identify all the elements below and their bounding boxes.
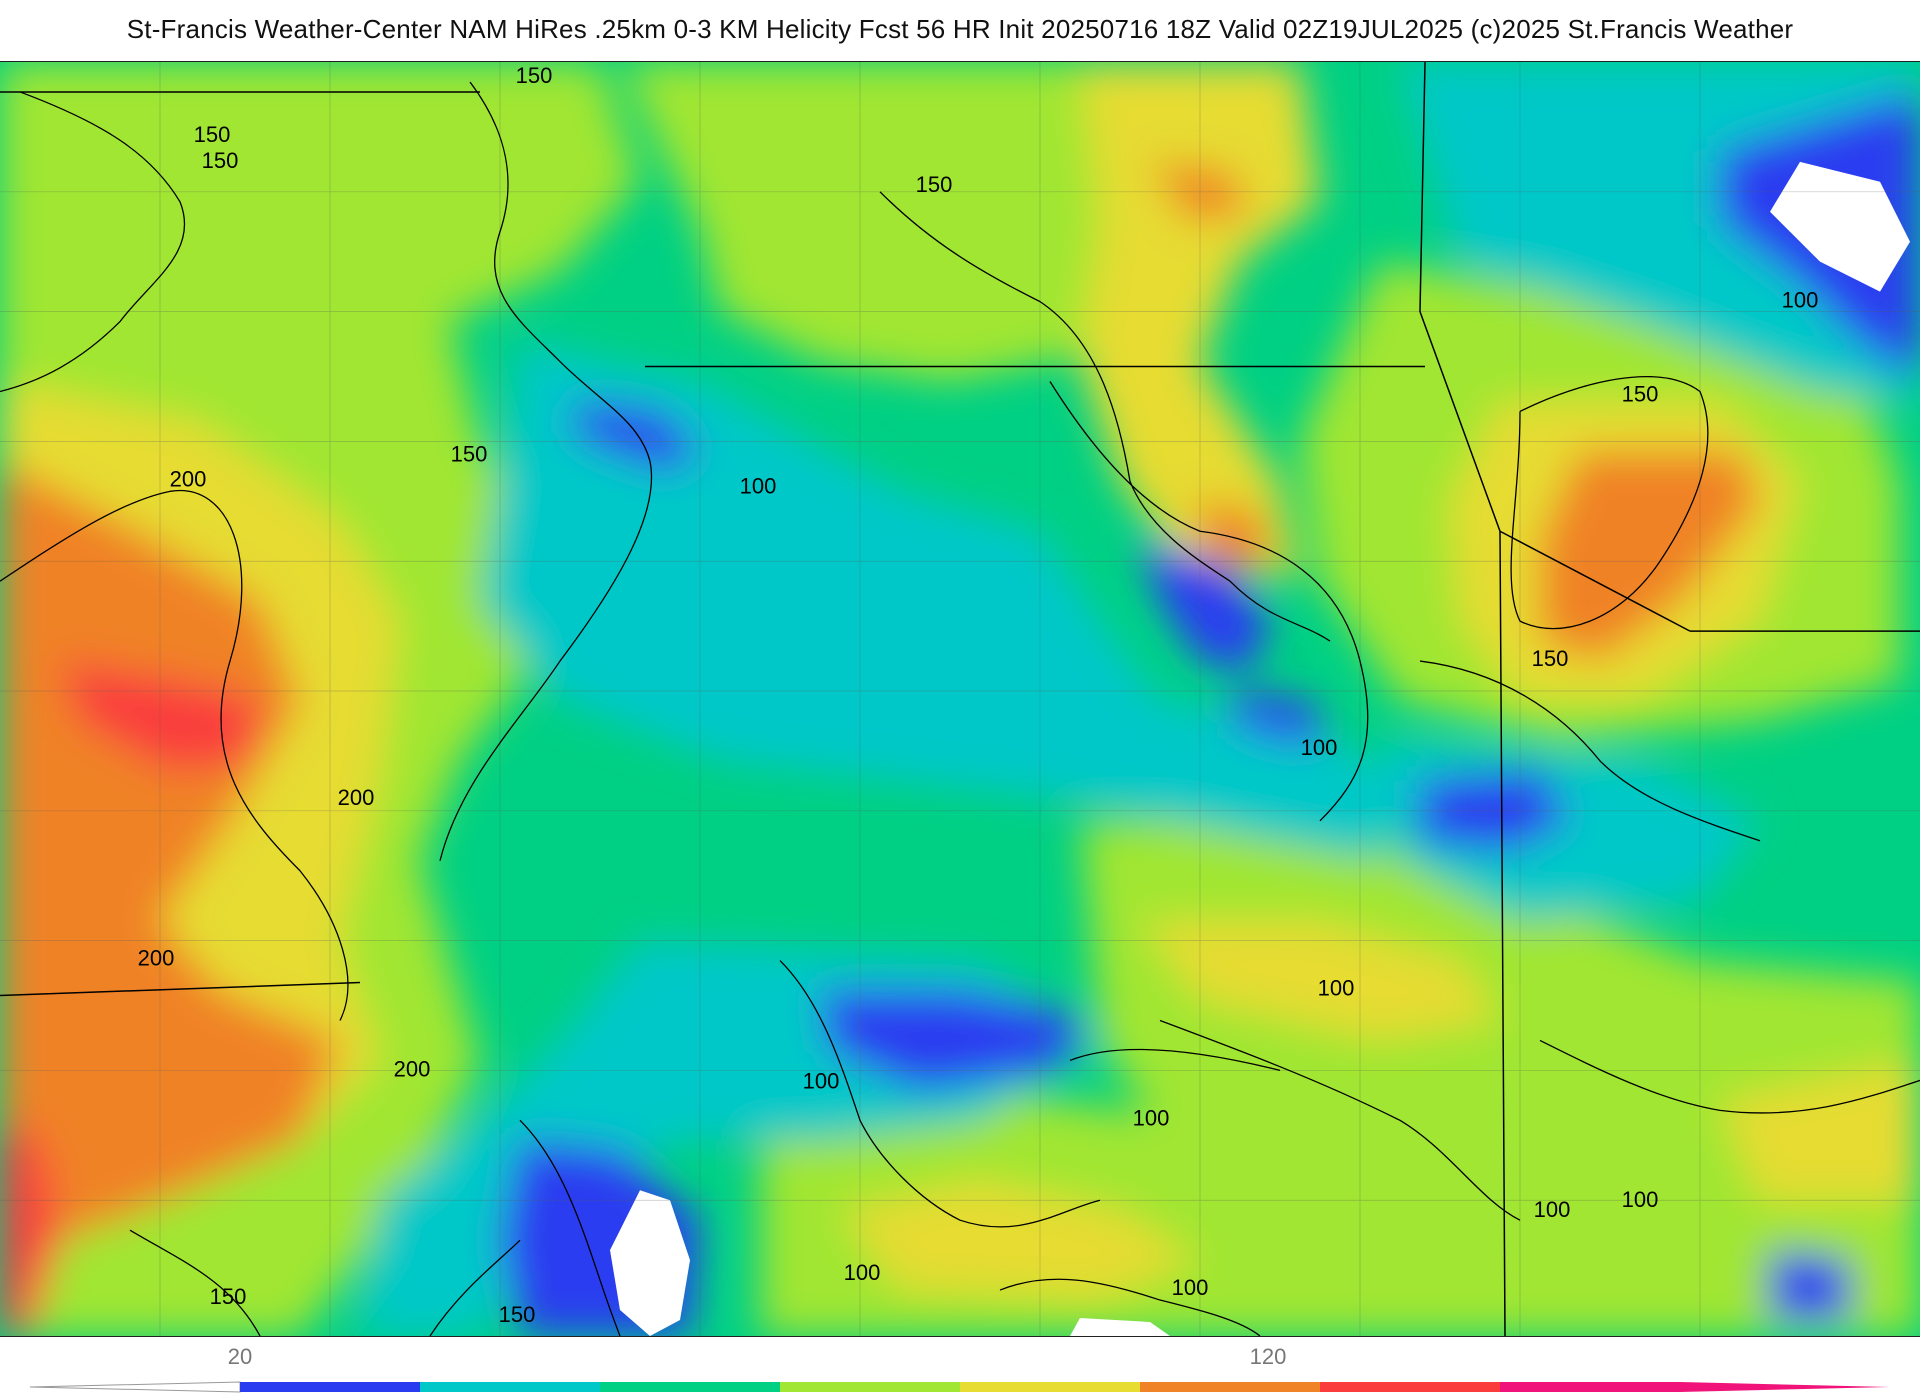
contour-label: 150 bbox=[451, 441, 488, 466]
contour-label: 100 bbox=[1172, 1275, 1209, 1300]
field-20-mid2 bbox=[1230, 691, 1330, 741]
field-40-central bbox=[480, 341, 1400, 861]
contour-label: 150 bbox=[194, 122, 231, 147]
missing-s bbox=[1070, 1318, 1170, 1336]
colorbar-tick-label: 120 bbox=[1249, 1344, 1287, 1369]
field-120-east bbox=[1540, 451, 1760, 662]
field-20-s bbox=[820, 990, 1090, 1091]
colorbar-tick-label: 20 bbox=[227, 1344, 253, 1369]
contour-label: 200 bbox=[170, 466, 207, 491]
colorbar-bins bbox=[240, 1382, 1681, 1392]
colorbar-bin bbox=[240, 1382, 421, 1392]
field-120-west bbox=[0, 461, 340, 1261]
field-100-north bbox=[1080, 62, 1320, 582]
contour-label-layer: 150 150 150 150 200 150 100 200 200 200 … bbox=[138, 63, 1819, 1327]
contour-label: 150 bbox=[516, 63, 553, 88]
missing-ne bbox=[1770, 161, 1910, 292]
contour-label: 100 bbox=[1534, 1197, 1571, 1222]
contour-label: 100 bbox=[740, 473, 777, 498]
contour-label: 200 bbox=[394, 1056, 431, 1081]
field-140-west bbox=[60, 661, 260, 771]
field-20-mid bbox=[1140, 541, 1270, 672]
county-lines bbox=[0, 62, 1920, 1336]
contour-label: 150 bbox=[210, 1284, 247, 1309]
missing-sw bbox=[610, 1190, 690, 1336]
colorbar bbox=[30, 1381, 1890, 1393]
contour-label: 150 bbox=[202, 148, 239, 173]
contour-label: 150 bbox=[1532, 646, 1569, 671]
contour-label: 150 bbox=[499, 1302, 536, 1327]
contour-label: 100 bbox=[803, 1068, 840, 1093]
field-140-sw bbox=[0, 1120, 60, 1336]
contour-lines bbox=[0, 81, 1920, 1336]
field-100-mid bbox=[1140, 920, 1500, 1041]
field-120-north bbox=[1150, 161, 1250, 222]
colorbar-bin bbox=[960, 1382, 1141, 1392]
field-20-e bbox=[1420, 770, 1570, 851]
contour-label: 100 bbox=[1133, 1105, 1170, 1130]
contour-label: 100 bbox=[1622, 1187, 1659, 1212]
colorbar-bin bbox=[420, 1382, 601, 1392]
state-boundaries bbox=[0, 62, 1920, 1336]
contour-label: 100 bbox=[1301, 735, 1338, 760]
colorbar-bin bbox=[1140, 1382, 1321, 1392]
contour-label: 100 bbox=[1318, 976, 1355, 1001]
contour-label: 200 bbox=[338, 785, 375, 810]
contour-label: 100 bbox=[844, 1260, 881, 1285]
colorbar-bin bbox=[780, 1382, 961, 1392]
map-title: St-Francis Weather-Center NAM HiRes .25k… bbox=[126, 14, 1794, 44]
colorbar-over-triangle bbox=[1680, 1382, 1890, 1392]
field-100-south bbox=[840, 1180, 1200, 1301]
colorbar-bin bbox=[1320, 1382, 1501, 1392]
contour-label: 200 bbox=[138, 946, 175, 971]
helicity-map: 150 150 150 150 200 150 100 200 200 200 … bbox=[0, 61, 1920, 1337]
colorbar-bin bbox=[1500, 1382, 1681, 1392]
field-100-se bbox=[1720, 1060, 1920, 1201]
contour-label: 150 bbox=[916, 172, 953, 197]
colorbar-bin bbox=[600, 1382, 781, 1392]
colorbar-under-triangle bbox=[30, 1381, 241, 1393]
contour-label: 150 bbox=[1622, 381, 1659, 406]
contour-label: 100 bbox=[1782, 288, 1819, 313]
field-20-se bbox=[1770, 1250, 1850, 1321]
